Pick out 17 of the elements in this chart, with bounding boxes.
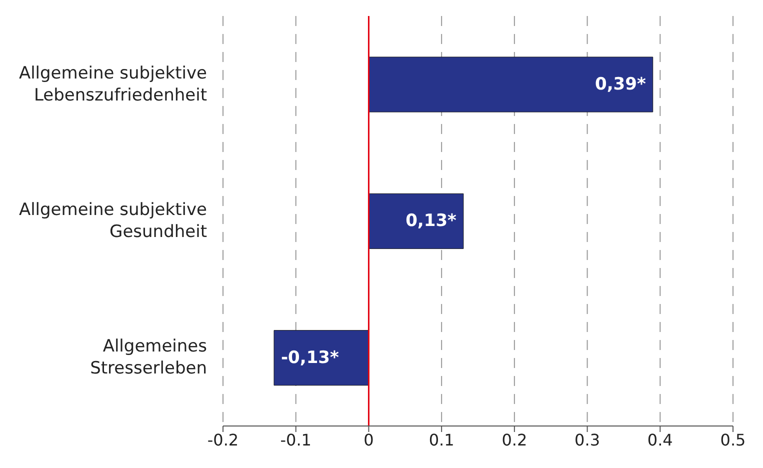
- x-tick-label: 0.1: [428, 430, 454, 450]
- y-tick-label: Allgemeine subjektive Gesundheit: [18, 200, 208, 242]
- x-tick-label: 0: [364, 430, 374, 450]
- x-tick-label: -0.2: [207, 430, 239, 450]
- x-tick-label: -0.1: [280, 430, 312, 450]
- y-tick-label: Allgemeine subjektive Lebenszufriedenheit: [18, 63, 208, 106]
- bar: [368, 56, 654, 112]
- x-tick-label: 0.3: [574, 430, 600, 450]
- x-tick-label: 0.4: [647, 430, 673, 450]
- bar: [368, 193, 464, 249]
- x-tick-label: 0.5: [720, 430, 746, 450]
- data-label: 0,39*: [595, 74, 646, 94]
- x-tick-label: 0.2: [502, 430, 528, 450]
- data-label: -0,13*: [281, 348, 339, 368]
- data-label: 0,13*: [406, 211, 457, 232]
- y-tick-label: Allgemeines Stresserleben: [90, 336, 208, 379]
- bar: [274, 330, 369, 386]
